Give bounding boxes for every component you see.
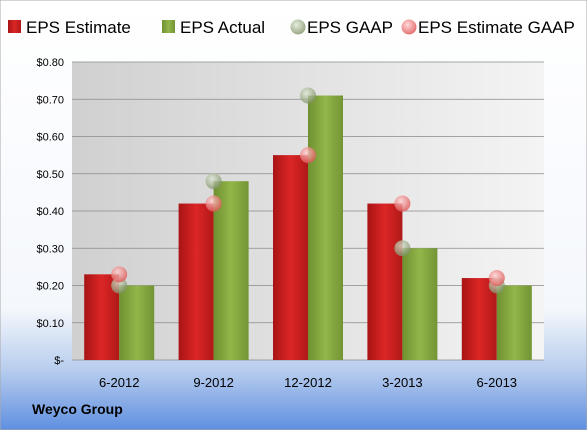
legend-label-eps-gaap: EPS GAAP [307, 18, 393, 37]
bar-eps-estimate-6-2013 [461, 278, 497, 360]
marker-eps-estimate-gaap-9-2012 [205, 195, 222, 212]
markers [111, 87, 505, 294]
x-tick-label: 6-2012 [99, 375, 139, 390]
y-tick-label: $- [54, 355, 64, 367]
legend-item-eps-estimate-gaap: EPS Estimate GAAP [401, 18, 575, 37]
legend-label-eps-actual: EPS Actual [180, 18, 265, 37]
legend-marker-eps-gaap [290, 19, 306, 35]
y-tick-label: $0.10 [36, 318, 64, 330]
marker-eps-estimate-gaap-6-2012 [111, 266, 128, 283]
y-tick-label: $0.50 [36, 169, 64, 181]
y-tick-label: $0.40 [36, 206, 64, 218]
marker-eps-estimate-gaap-6-2013 [488, 270, 505, 287]
legend-label-eps-estimate: EPS Estimate [26, 18, 131, 37]
x-tick-label: 3-2013 [382, 375, 422, 390]
legend-swatch-eps-actual [162, 20, 175, 33]
bar-eps-estimate-3-2013 [367, 203, 403, 360]
bar-eps-estimate-9-2012 [178, 203, 214, 360]
bar-eps-actual-6-2012 [119, 285, 155, 360]
legend-item-eps-gaap: EPS GAAP [290, 18, 393, 37]
bar-eps-actual-6-2013 [496, 285, 532, 360]
x-tick-label: 9-2012 [193, 375, 233, 390]
marker-eps-estimate-gaap-12-2012 [300, 147, 316, 164]
bar-eps-estimate-12-2012 [273, 155, 308, 360]
legend-label-eps-estimate-gaap: EPS Estimate GAAP [418, 18, 575, 37]
legend-item-eps-estimate: EPS Estimate [8, 18, 131, 37]
y-tick-label: $0.60 [36, 132, 64, 144]
marker-eps-gaap-12-2012 [300, 87, 316, 104]
x-tick-label: 12-2012 [284, 375, 332, 390]
bar-eps-actual-12-2012 [308, 95, 343, 361]
bar-eps-actual-9-2012 [213, 181, 249, 360]
legend: EPS Estimate EPS Actual EPS GAAP EPS Est… [8, 18, 575, 37]
y-axis: $- $0.10 $0.20 $0.30 $0.40 $0.50 $0.60 $0.70 $0.… [36, 57, 64, 367]
marker-eps-estimate-gaap-3-2013 [394, 195, 411, 212]
y-tick-label: $0.20 [36, 281, 64, 293]
marker-eps-gaap-9-2012 [205, 173, 222, 190]
marker-eps-gaap-3-2013 [394, 240, 411, 257]
legend-item-eps-actual: EPS Actual [162, 18, 265, 37]
legend-marker-eps-estimate-gaap [401, 19, 417, 35]
x-tick-label: 6-2013 [477, 375, 517, 390]
bar-eps-actual-3-2013 [402, 248, 438, 360]
y-tick-label: $0.80 [36, 57, 64, 69]
marker-eps-gaap-6-2012 [111, 277, 128, 294]
y-tick-label: $0.70 [36, 94, 64, 106]
company-name: Weyco Group [32, 401, 123, 417]
x-axis: 6-2012 9-2012 12-2012 3-2013 6-2013 [99, 375, 517, 390]
y-tick-label: $0.30 [36, 243, 64, 255]
legend-swatch-eps-estimate [8, 20, 21, 33]
